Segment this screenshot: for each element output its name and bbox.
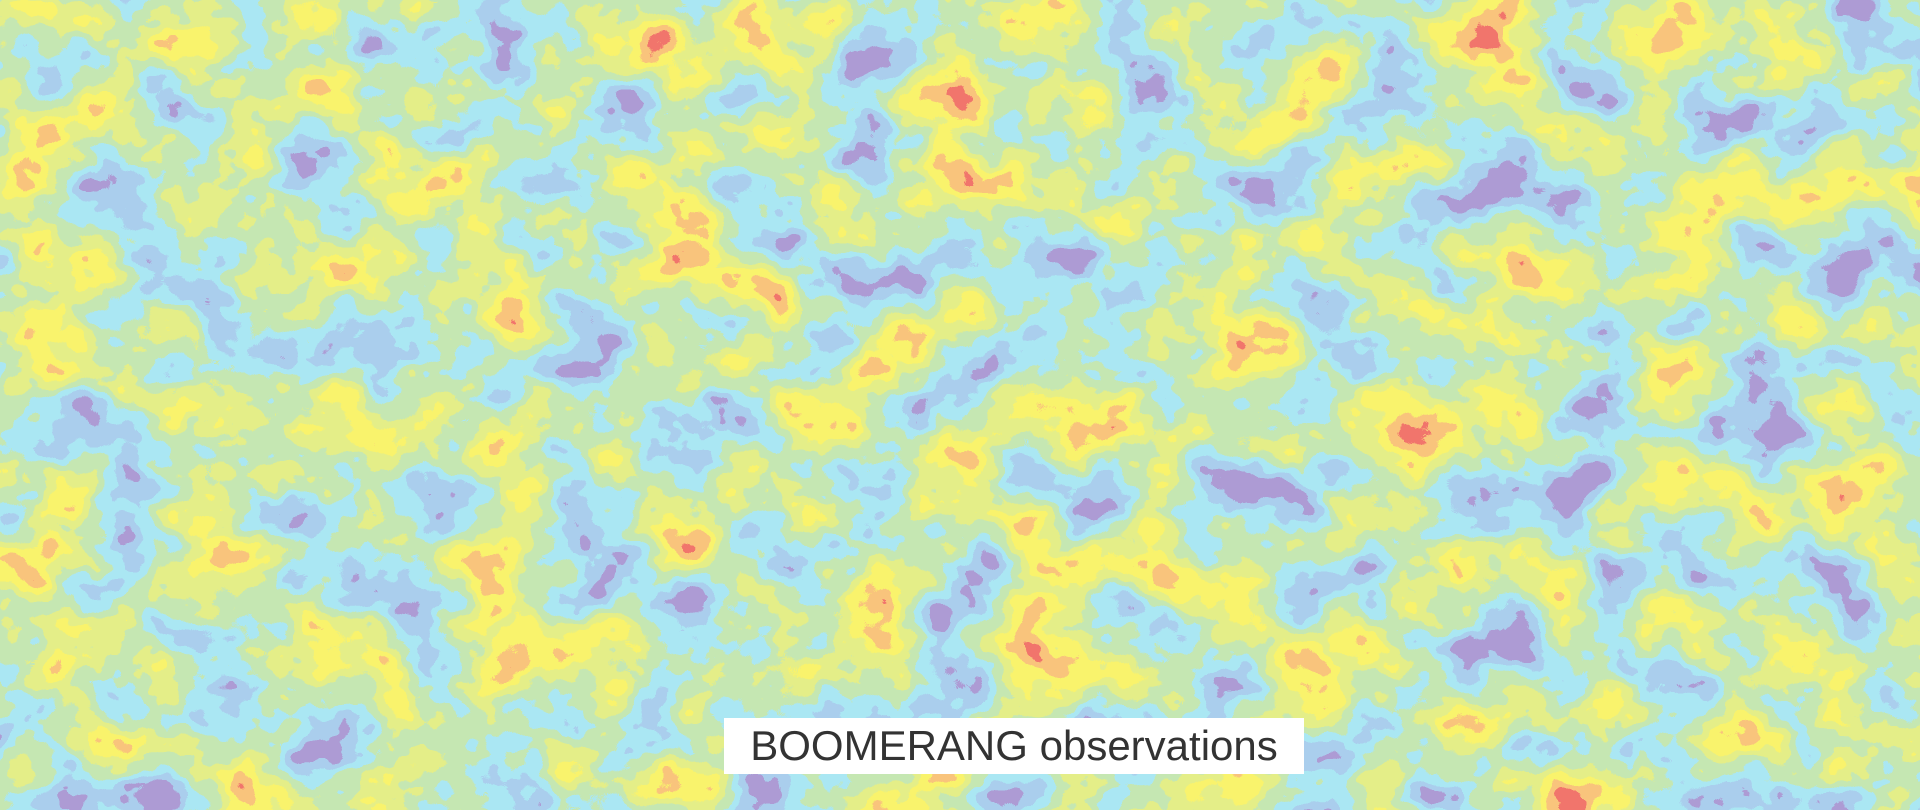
- cmb-map: [0, 0, 1920, 810]
- caption: BOOMERANG observations: [724, 718, 1304, 774]
- image-panel: BOOMERANG observations: [0, 0, 1920, 810]
- temperature-field: [0, 0, 1920, 810]
